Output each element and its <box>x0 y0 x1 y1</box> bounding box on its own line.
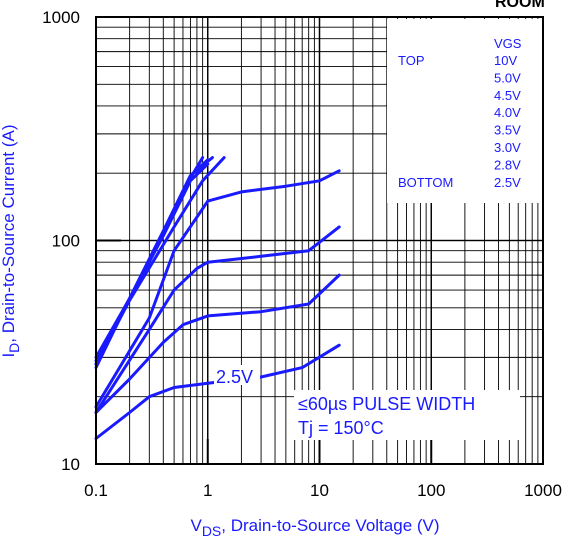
x-tick-label: 1000 <box>524 481 562 500</box>
x-tick-label: 1 <box>203 481 212 500</box>
series-line <box>94 169 341 409</box>
series-line <box>94 343 341 440</box>
pulse-note-bg <box>294 390 520 440</box>
legend-header: VGS <box>494 36 522 51</box>
junction-temp-note: Tj = 150°C <box>298 418 384 438</box>
legend-entry: 4.5V <box>494 88 521 103</box>
legend-entry: 2.8V <box>494 157 521 172</box>
curve-label-bg <box>214 365 260 385</box>
x-tick-label: 100 <box>417 481 445 500</box>
y-tick-label: 10 <box>61 455 80 474</box>
series-line <box>94 225 341 414</box>
y-tick-label: 1000 <box>42 8 80 27</box>
legend-entry: 5.0V <box>494 70 521 85</box>
plot-frame <box>95 16 544 465</box>
curve-label: 2.5V <box>216 367 253 387</box>
y-tick-label: 100 <box>52 232 80 251</box>
series-line <box>94 156 226 366</box>
legend-box <box>387 19 542 203</box>
brand-logo-text: ROOM <box>495 0 545 11</box>
series-line <box>94 273 341 414</box>
legend-entry: 4.0V <box>494 105 521 120</box>
legend: VGS TOP 10V 5.0V 4.5V 4.0V 3.5V 3.0V 2.8V 2.5V BOT… <box>398 36 522 190</box>
legend-entry: 3.0V <box>494 140 521 155</box>
x-axis-title: VDS, Drain-to-Source Voltage (V) <box>190 516 439 539</box>
legend-entry: 10V <box>494 53 517 68</box>
legend-entry: 2.5V <box>494 175 521 190</box>
x-tick-label: 10 <box>310 481 329 500</box>
legend-bottom-label: BOTTOM <box>398 175 453 190</box>
annotations: 2.5V ≤60µs PULSE WIDTH Tj = 150°C <box>214 365 520 440</box>
series-line <box>94 162 210 359</box>
legend-top-label: TOP <box>398 53 425 68</box>
legend-entry: 3.5V <box>494 123 521 138</box>
series-group <box>94 156 341 440</box>
y-axis-title: ID, Drain-to-Source Current (A) <box>0 124 22 357</box>
pulse-width-note: ≤60µs PULSE WIDTH <box>298 394 475 414</box>
tick-labels: 0.1 1 10 100 1000 10 100 1000 <box>42 8 562 500</box>
x-tick-label: 0.1 <box>84 481 108 500</box>
